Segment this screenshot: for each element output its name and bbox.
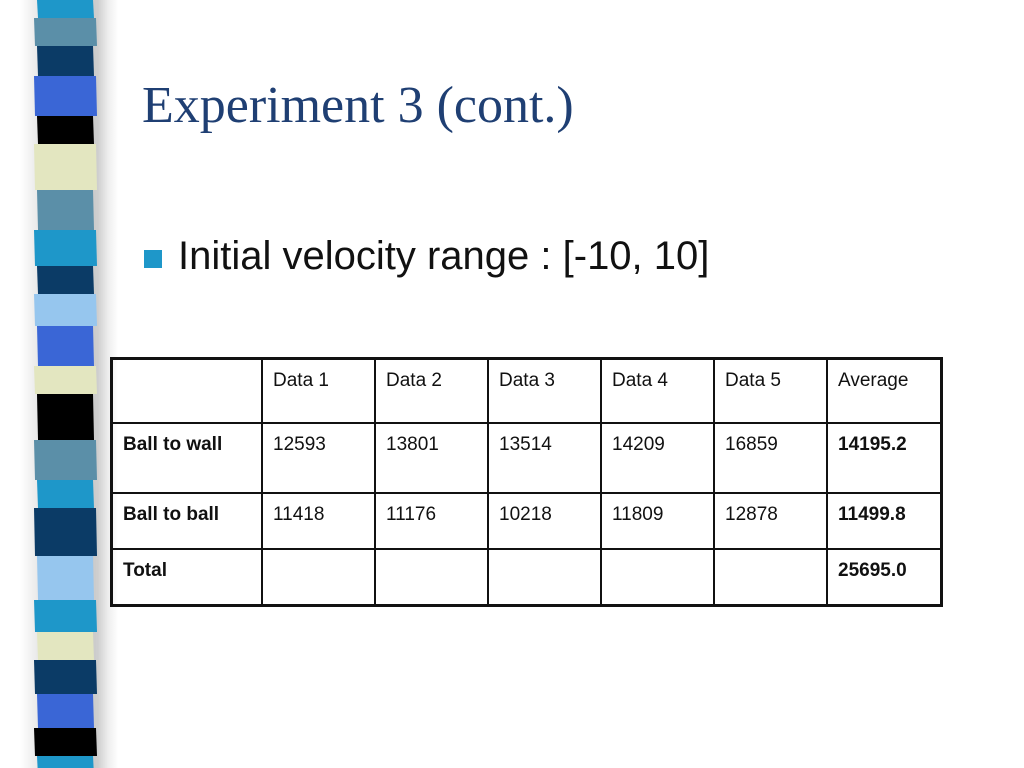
table-cell (600, 548, 715, 607)
row-label: Ball to wall (110, 422, 263, 494)
stripe-band-segment (37, 694, 94, 728)
table-cell: 13514 (487, 422, 602, 494)
table-cell (487, 548, 602, 607)
table-cell: 11809 (600, 492, 715, 550)
column-header: Data 2 (374, 357, 489, 424)
table-corner-cell (110, 357, 263, 424)
stripe-svg (34, 0, 97, 768)
table-row: Total 25695.0 (110, 548, 943, 607)
stripe-band-segment (37, 480, 94, 508)
column-header: Data 1 (261, 357, 376, 424)
table-cell: 10218 (487, 492, 602, 550)
stripe-band-segment (34, 728, 97, 756)
stripe-band-segment (34, 230, 97, 266)
row-label: Ball to ball (110, 492, 263, 550)
stripe-band-segment (34, 76, 97, 116)
results-table: Data 1 Data 2 Data 3 Data 4 Data 5 Avera… (110, 357, 943, 607)
table-cell: 12593 (261, 422, 376, 494)
stripe-band-segment (37, 756, 94, 768)
average-cell: 14195.2 (826, 422, 943, 494)
square-bullet-icon (144, 249, 162, 268)
slide-title: Experiment 3 (cont.) (142, 77, 574, 134)
table-cell (261, 548, 376, 607)
average-cell: 11499.8 (826, 492, 943, 550)
column-header: Data 4 (600, 357, 715, 424)
stripe-band-segment (34, 18, 97, 46)
stripe-band-segment (34, 294, 97, 326)
column-header: Data 3 (487, 357, 602, 424)
table-header-row: Data 1 Data 2 Data 3 Data 4 Data 5 Avera… (110, 357, 943, 424)
stripe-band-segment (34, 144, 97, 190)
stripe-band-segment (37, 190, 94, 230)
stripe-band-segment (34, 660, 97, 694)
column-header-average: Average (826, 357, 943, 424)
stripe-band-segment (34, 366, 97, 394)
table-cell: 16859 (713, 422, 828, 494)
bullet-text: Initial velocity range : [-10, 10] (178, 234, 710, 278)
table-cell: 12878 (713, 492, 828, 550)
table-cell (374, 548, 489, 607)
stripe-band-segment (34, 508, 97, 556)
table-cell: 14209 (600, 422, 715, 494)
column-header: Data 5 (713, 357, 828, 424)
stripe-band-segment (37, 632, 94, 660)
stripe-band-segment (37, 0, 94, 18)
stripe-band-segment (34, 440, 97, 480)
table-cell (713, 548, 828, 607)
table-cell: 11176 (374, 492, 489, 550)
stripe-band-segment (37, 116, 94, 144)
table-row: Ball to ball 11418 11176 10218 11809 128… (110, 492, 943, 550)
table-cell: 13801 (374, 422, 489, 494)
stripe-band-segment (37, 394, 94, 440)
average-cell: 25695.0 (826, 548, 943, 607)
stripe-band-segment (34, 600, 97, 632)
bullet-item: Initial velocity range : [-10, 10] (144, 234, 709, 279)
decorative-stripe-band (0, 0, 118, 768)
row-label: Total (110, 548, 263, 607)
table-cell: 11418 (261, 492, 376, 550)
table-row: Ball to wall 12593 13801 13514 14209 168… (110, 422, 943, 494)
stripe-band-segment (37, 556, 94, 600)
stripe-band-segment (37, 46, 94, 76)
stripe-band-segment (37, 266, 94, 294)
stripe-band-segment (37, 326, 94, 366)
